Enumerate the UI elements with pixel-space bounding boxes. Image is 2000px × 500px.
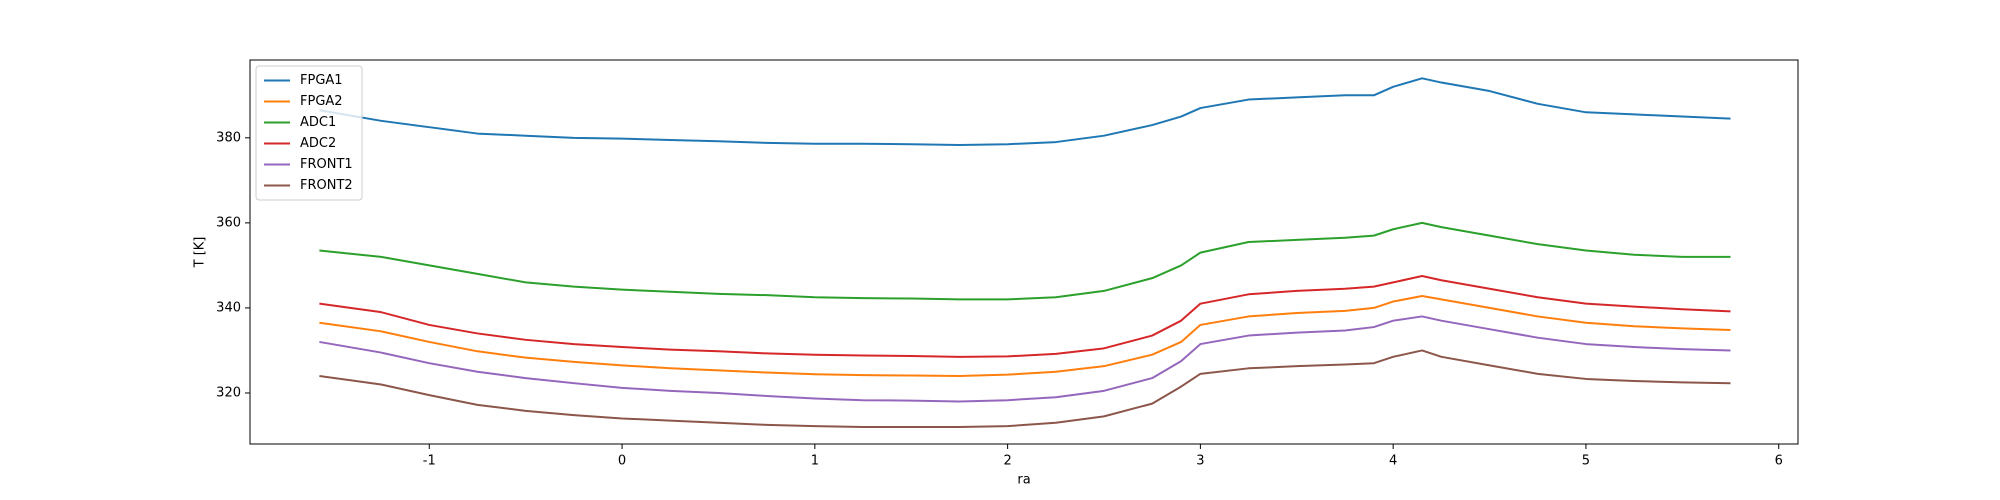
- x-tick-label: 5: [1582, 454, 1590, 469]
- legend-label: FPGA1: [300, 73, 343, 88]
- data-line: [319, 275, 1731, 358]
- data-line: [319, 77, 1731, 147]
- x-tick-label: -1: [423, 454, 436, 469]
- x-tick-label: 4: [1389, 454, 1397, 469]
- legend-box: [255, 65, 363, 201]
- legend-label: FPGA2: [300, 94, 343, 109]
- x-tick-label: 0: [618, 454, 626, 469]
- x-tick-label: 1: [811, 454, 819, 469]
- y-tick-label: 320: [216, 385, 241, 400]
- data-line: [319, 221, 1731, 301]
- legend-label: ADC1: [300, 115, 336, 130]
- y-tick-label: 360: [216, 215, 241, 230]
- data-line: [319, 315, 1731, 403]
- legend-label: FRONT1: [300, 157, 353, 172]
- legend-label: FRONT2: [300, 178, 353, 193]
- x-axis-label: ra: [1017, 473, 1030, 488]
- y-tick-label: 340: [216, 300, 241, 315]
- y-tick-label: 380: [216, 130, 241, 145]
- legend-label: ADC2: [300, 136, 336, 151]
- data-line: [319, 295, 1731, 377]
- x-tick-label: 3: [1196, 454, 1204, 469]
- y-axis-label: T [K]: [193, 237, 208, 269]
- data-line: [319, 349, 1731, 428]
- x-tick-label: 6: [1775, 454, 1783, 469]
- x-tick-label: 2: [1003, 454, 1011, 469]
- plot-frame: [249, 59, 1799, 445]
